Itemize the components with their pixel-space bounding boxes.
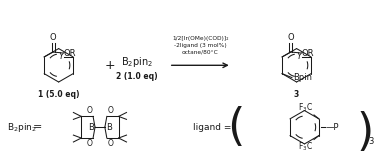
Text: $\mathregular{F_3C}$: $\mathregular{F_3C}$: [298, 101, 313, 114]
Text: O: O: [108, 106, 114, 115]
Text: $\mathregular{B_2pin_2}$: $\mathregular{B_2pin_2}$: [6, 121, 36, 134]
Text: 3: 3: [368, 137, 374, 147]
Text: -2ligand (3 mol%): -2ligand (3 mol%): [174, 43, 227, 48]
Text: 1/2[Ir(OMe)(COD)]₂: 1/2[Ir(OMe)(COD)]₂: [172, 36, 229, 41]
Text: O: O: [50, 33, 56, 42]
Text: OR: OR: [64, 49, 76, 58]
Text: 1 (5.0 eq): 1 (5.0 eq): [38, 90, 79, 99]
Text: ): ): [357, 111, 374, 154]
Text: =: =: [33, 122, 42, 132]
Text: 2 (1.0 eq): 2 (1.0 eq): [117, 72, 158, 81]
Text: octane/80°C: octane/80°C: [182, 50, 218, 54]
Text: Y: Y: [296, 52, 301, 61]
Text: $\mathregular{B_2pin_2}$: $\mathregular{B_2pin_2}$: [121, 55, 153, 69]
Text: O: O: [108, 139, 114, 148]
Text: B: B: [106, 123, 112, 132]
Text: O: O: [86, 106, 92, 115]
Text: —P: —P: [326, 123, 340, 132]
Text: Y: Y: [58, 52, 63, 61]
Text: +: +: [105, 59, 115, 72]
Text: (: (: [227, 106, 244, 149]
Text: O: O: [86, 139, 92, 148]
Text: $\mathregular{F_3C}$: $\mathregular{F_3C}$: [298, 141, 313, 153]
Text: Bpin: Bpin: [293, 73, 312, 82]
Text: 3: 3: [294, 90, 299, 99]
Text: OR: OR: [302, 49, 314, 58]
Text: B: B: [88, 123, 94, 132]
Text: O: O: [288, 33, 294, 42]
Text: ligand =: ligand =: [193, 123, 232, 132]
